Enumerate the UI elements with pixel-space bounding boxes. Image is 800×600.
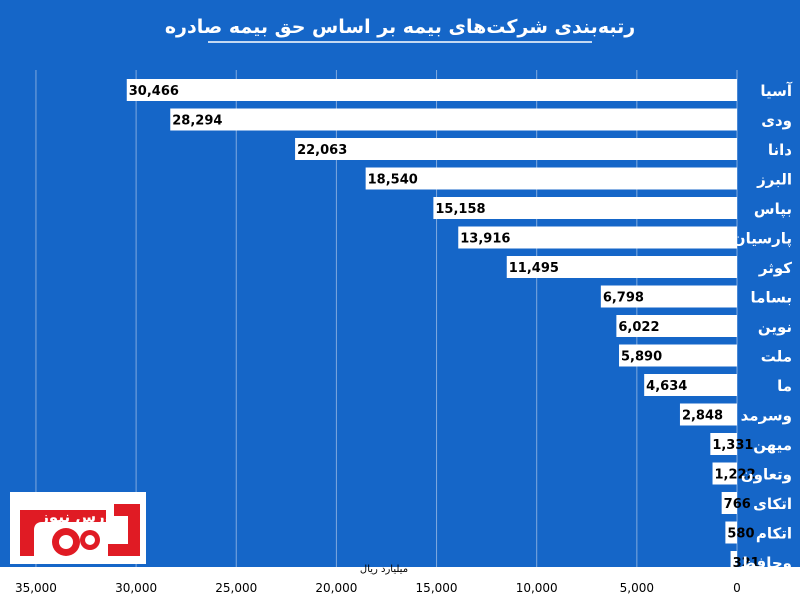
x-tick-label: 25,000	[215, 581, 257, 595]
bar-value-label: 580	[727, 527, 754, 542]
category-label: آسیا	[760, 82, 793, 100]
bar-value-label: 1,331	[712, 438, 753, 453]
bar-value-label: 18,540	[368, 173, 418, 188]
x-tick-label: 0	[733, 581, 741, 595]
category-label: دانا	[768, 141, 792, 159]
bar-value-label: 1,222	[715, 468, 756, 483]
bar-value-label: 6,798	[603, 291, 644, 306]
bar-value-label: 5,890	[621, 350, 662, 365]
x-axis-area	[0, 567, 800, 600]
category-label: وسرمد	[741, 407, 792, 425]
category-label: اتکای	[753, 495, 792, 513]
bar	[458, 226, 737, 249]
x-tick-label: 35,000	[15, 581, 57, 595]
x-tick-label: 30,000	[115, 581, 157, 595]
logo-graphic: بورس نیوز	[14, 496, 142, 560]
category-label: میهن	[753, 436, 792, 454]
x-tick-label: 20,000	[315, 581, 357, 595]
category-label: بپاس	[754, 200, 792, 219]
x-tick-label: 10,000	[516, 581, 558, 595]
bar-value-label: 15,158	[435, 202, 485, 217]
category-label: ملت	[761, 348, 792, 366]
bar-value-label: 6,022	[618, 320, 659, 335]
bar	[730, 551, 737, 573]
bar	[600, 285, 737, 308]
value-labels-group: 30,466 28,294 22,063 18,540 15,158 13,916 11,4…	[129, 84, 760, 571]
category-label: نوین	[758, 318, 792, 336]
bar	[126, 79, 738, 101]
bar	[295, 138, 737, 160]
category-label: ما	[777, 377, 792, 395]
bar-value-label: 28,294	[172, 114, 222, 129]
x-axis-unit-label: میلیارد ریال	[360, 564, 408, 575]
x-tick-label: 5,000	[620, 581, 654, 595]
bar	[170, 108, 737, 131]
bar	[619, 344, 737, 367]
bars-group	[126, 79, 738, 573]
bar	[506, 256, 737, 278]
x-tick-label: 15,000	[416, 581, 458, 595]
category-label: کوثر	[758, 259, 792, 277]
category-labels-group: آسیا ودی دانا البرز بپاس پارسیان کوثر بساما نوین…	[733, 82, 793, 572]
category-label: اتکام	[756, 525, 792, 543]
bar	[725, 521, 737, 544]
chart-title: رتبه‌بندی شرکت‌های بیمه بر اساس حق بیمه …	[165, 16, 635, 38]
bar-value-label: 30,466	[129, 84, 179, 99]
bar-value-label: 766	[724, 497, 751, 512]
logo-wordmark: بورس نیوز	[39, 508, 119, 526]
bar-value-label: 13,916	[460, 232, 510, 247]
bar	[365, 167, 737, 190]
category-label: ودی	[761, 112, 792, 130]
x-axis-ticks: 0 5,000 10,000 15,000 20,000 25,000 30,000 35,0…	[15, 581, 741, 595]
category-label: پارسیان	[733, 230, 792, 249]
bar-value-label: 11,495	[509, 261, 559, 276]
bar	[712, 462, 737, 485]
bar	[679, 403, 737, 426]
bar	[710, 433, 737, 455]
category-label: بساما	[751, 289, 792, 307]
bar-value-label: 22,063	[297, 143, 347, 158]
bar	[616, 315, 737, 337]
category-label: البرز	[756, 171, 792, 189]
bar	[644, 374, 737, 396]
bar	[721, 492, 737, 514]
brand-logo: بورس نیوز	[10, 492, 146, 564]
bar	[433, 197, 737, 219]
bar-value-label: 4,634	[646, 379, 687, 394]
bar-value-label: 2,848	[682, 409, 723, 424]
category-label: وتعاون	[741, 466, 792, 484]
